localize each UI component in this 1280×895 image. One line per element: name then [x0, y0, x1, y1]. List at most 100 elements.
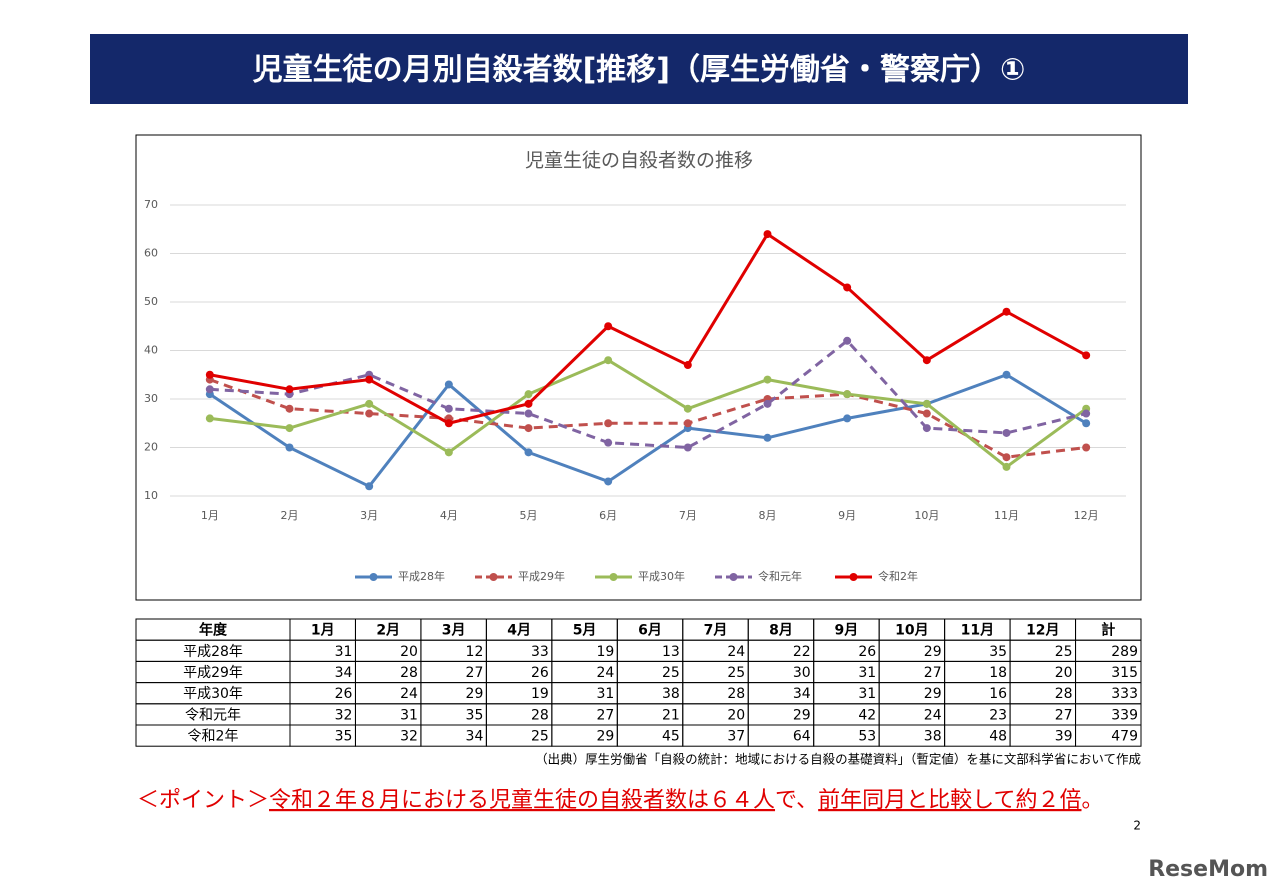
source-note: （出典）厚生労働省「自殺の統計：地域における自殺の基礎資料」（暫定値）を基に文部… — [535, 752, 1141, 767]
table-value: 20 — [400, 644, 418, 660]
table-header: 5月 — [573, 623, 597, 639]
table-value: 26 — [858, 644, 876, 660]
table-value: 25 — [531, 729, 549, 745]
data-point — [763, 230, 772, 239]
data-point — [763, 399, 772, 408]
data-point — [1002, 453, 1011, 462]
table-value: 29 — [466, 686, 484, 702]
data-point — [524, 409, 533, 418]
table-header: 12月 — [1026, 623, 1059, 639]
x-tick-label: 7月 — [679, 509, 697, 522]
y-tick-label: 40 — [144, 344, 158, 357]
table-value: 24 — [400, 686, 418, 702]
table-value: 26 — [531, 665, 549, 681]
table-value: 35 — [989, 644, 1007, 660]
table-value: 16 — [989, 686, 1007, 702]
data-point — [683, 443, 692, 452]
page-number: 2 — [1133, 819, 1141, 833]
data-point — [1002, 462, 1011, 471]
y-tick-label: 30 — [144, 392, 158, 405]
table-value: 64 — [793, 729, 811, 745]
legend-label: 平成30年 — [638, 569, 685, 583]
legend-marker — [609, 573, 618, 581]
table-value: 28 — [531, 707, 549, 723]
table-value: 289 — [1111, 644, 1138, 660]
data-point — [524, 399, 533, 408]
table-value: 29 — [596, 729, 614, 745]
data-point — [524, 424, 533, 433]
table-value: 24 — [924, 707, 942, 723]
data-point — [922, 356, 931, 365]
table-value: 28 — [727, 686, 745, 702]
table-value: 31 — [858, 686, 876, 702]
table-value: 平成29年 — [183, 665, 243, 681]
legend-marker — [849, 573, 858, 581]
legend-label: 令和2年 — [878, 569, 918, 583]
data-point — [843, 414, 852, 423]
data-point — [843, 283, 852, 292]
point-part: ＜ポイント＞ — [137, 788, 269, 813]
header-bar — [90, 34, 1188, 104]
table-value: 24 — [596, 665, 614, 681]
table-header: 10月 — [895, 623, 928, 639]
table-value: 35 — [466, 707, 484, 723]
y-tick-label: 70 — [144, 198, 158, 211]
table-value: 平成30年 — [183, 686, 243, 702]
point-text: ＜ポイント＞令和２年８月における児童生徒の自殺者数は６４人で、前年同月と比較して… — [137, 788, 1104, 813]
table-value: 38 — [662, 686, 680, 702]
series-line — [209, 358, 1088, 469]
table-value: 18 — [989, 665, 1007, 681]
table-value: 28 — [1055, 686, 1073, 702]
table-value: 34 — [793, 686, 811, 702]
table-value: 31 — [400, 707, 418, 723]
table-value: 45 — [662, 729, 680, 745]
x-tick-label: 4月 — [440, 509, 458, 522]
data-point — [444, 404, 453, 413]
table-value: 令和2年 — [188, 729, 239, 745]
table-header: 6月 — [638, 623, 662, 639]
x-tick-label: 5月 — [520, 509, 538, 522]
data-point — [683, 419, 692, 428]
table-value: 12 — [466, 644, 484, 660]
legend-label: 平成29年 — [518, 569, 565, 583]
x-tick-label: 3月 — [360, 509, 378, 522]
x-tick-label: 10月 — [914, 509, 939, 522]
table-value: 25 — [727, 665, 745, 681]
x-tick-label: 12月 — [1074, 509, 1099, 522]
table-value: 25 — [1055, 644, 1073, 660]
table-value: 25 — [662, 665, 680, 681]
data-point — [922, 424, 931, 433]
table-header: 2月 — [376, 623, 400, 639]
data-point — [843, 336, 852, 345]
x-tick-label: 8月 — [759, 509, 777, 522]
table-value: 24 — [727, 644, 745, 660]
table-value: 23 — [989, 707, 1007, 723]
table-header: 3月 — [442, 623, 466, 639]
data-point — [285, 443, 294, 452]
table-value: 339 — [1111, 707, 1138, 723]
data-point — [444, 419, 453, 428]
x-tick-label: 9月 — [838, 509, 856, 522]
data-point — [1002, 428, 1011, 437]
table-value: 29 — [793, 707, 811, 723]
table-value: 28 — [400, 665, 418, 681]
point-part: 前年同月と比較して約２倍 — [818, 788, 1081, 813]
data-point — [365, 399, 374, 408]
data-point — [763, 375, 772, 384]
data-point — [922, 409, 931, 418]
chart-frame — [135, 134, 1142, 601]
series-line — [208, 373, 1087, 488]
table-header: 9月 — [835, 623, 859, 639]
data-point — [922, 399, 931, 408]
table-value: 38 — [924, 729, 942, 745]
table-value: 32 — [335, 707, 353, 723]
data-point — [365, 375, 374, 384]
y-tick-label: 20 — [144, 441, 158, 454]
table-header: 11月 — [961, 623, 994, 639]
table-value: 34 — [466, 729, 484, 745]
data-point — [683, 361, 692, 370]
data-point — [604, 419, 613, 428]
data-point — [285, 385, 294, 394]
